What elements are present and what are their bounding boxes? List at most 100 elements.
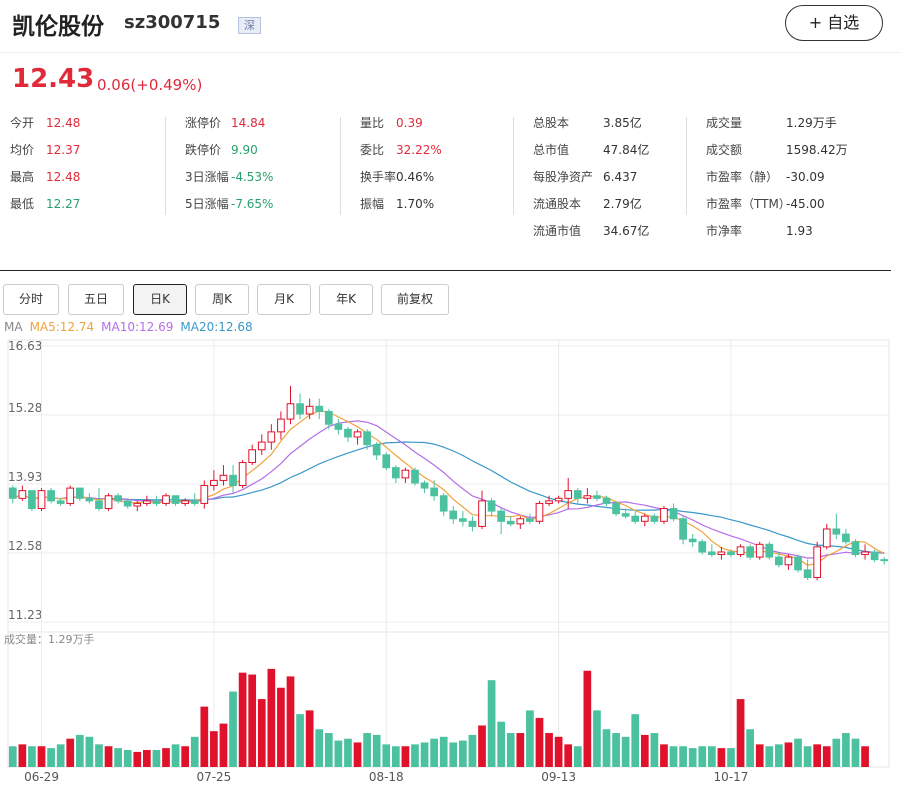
quote-stats-panel: 今开 12.48 均价 12.37 最高 12.48 最低 12.27 涨停价 14.84 跌停价 9… bbox=[0, 113, 901, 263]
ma20-value: MA20:12.68 bbox=[180, 320, 253, 334]
candle-body bbox=[516, 518, 525, 525]
candle-body bbox=[468, 520, 477, 527]
candle-body bbox=[727, 551, 735, 556]
tab-period[interactable]: 周K bbox=[195, 284, 249, 315]
candle-body bbox=[18, 490, 27, 499]
stat-item: 振幅 1.70% bbox=[360, 194, 434, 214]
volume-bar bbox=[104, 746, 113, 767]
candle-body bbox=[612, 502, 620, 515]
stat-value: 34.67亿 bbox=[603, 224, 650, 238]
y-tick-label: 12.58 bbox=[8, 539, 42, 553]
volume-bar bbox=[631, 714, 640, 767]
volume-bar bbox=[688, 748, 697, 767]
volume-bar bbox=[315, 729, 324, 767]
stat-item: 委比 32.22% bbox=[360, 140, 442, 160]
volume-bar bbox=[487, 680, 496, 767]
candle-body bbox=[47, 490, 55, 502]
volume-bar bbox=[114, 748, 122, 767]
candle-body bbox=[420, 482, 429, 489]
volume-bar bbox=[133, 751, 142, 767]
candle-body bbox=[583, 495, 592, 499]
candle-body bbox=[851, 541, 860, 556]
volume-bar bbox=[459, 740, 467, 767]
stat-label: 每股净资产 bbox=[533, 170, 594, 184]
candle-body bbox=[803, 569, 812, 579]
stat-value: 47.84亿 bbox=[603, 143, 650, 157]
volume-bar bbox=[200, 706, 209, 767]
candle-body bbox=[449, 510, 458, 520]
x-tick-label: 09-13 bbox=[541, 770, 576, 784]
tab-period[interactable]: 月K bbox=[257, 284, 311, 315]
candle-body bbox=[171, 495, 180, 504]
stat-value: -4.53% bbox=[231, 170, 274, 184]
stat-item: 总股本 3.85亿 bbox=[533, 113, 642, 133]
stat-value: 12.37 bbox=[46, 143, 81, 157]
volume-bar bbox=[526, 710, 534, 767]
volume-bar bbox=[324, 733, 333, 767]
tab-period[interactable]: 五日 bbox=[68, 284, 124, 315]
stat-label: 总市值 bbox=[533, 143, 570, 157]
candle-body bbox=[755, 543, 764, 558]
volume-bar bbox=[516, 733, 525, 767]
stat-item: 5日涨幅 -7.65% bbox=[185, 194, 273, 214]
stat-label: 最高 bbox=[10, 170, 35, 184]
volume-bar bbox=[85, 736, 94, 767]
candle-body bbox=[564, 490, 573, 499]
volume-bar bbox=[573, 746, 582, 767]
stat-label: 市盈率（TTM） bbox=[706, 197, 791, 211]
candle-body bbox=[707, 551, 716, 556]
volume-bar bbox=[564, 744, 573, 767]
tab-period[interactable]: 年K bbox=[319, 284, 373, 315]
stat-label: 总股本 bbox=[533, 116, 570, 130]
stat-value: 1598.42万 bbox=[786, 143, 848, 157]
candle-body bbox=[344, 428, 352, 438]
volume-bar bbox=[401, 746, 410, 767]
candle-body bbox=[143, 500, 151, 504]
candle-body bbox=[133, 502, 142, 507]
candle-body bbox=[813, 546, 822, 579]
volume-bar bbox=[334, 740, 343, 767]
stat-label: 流通市值 bbox=[533, 224, 582, 238]
volume-bar bbox=[822, 746, 831, 767]
stat-label: 成交额 bbox=[706, 143, 743, 157]
volume-bar bbox=[583, 670, 592, 767]
candle-body bbox=[775, 556, 783, 566]
candle-body bbox=[794, 556, 802, 571]
volume-bar bbox=[305, 710, 314, 767]
stat-item: 最高 12.48 bbox=[10, 167, 80, 187]
x-tick-label: 06-29 bbox=[24, 770, 59, 784]
volume-bar bbox=[593, 710, 601, 767]
candle-body bbox=[152, 500, 161, 504]
stat-value: 32.22% bbox=[396, 143, 442, 157]
stat-label: 跌停价 bbox=[185, 143, 222, 157]
tab-period[interactable]: 分时 bbox=[3, 284, 59, 315]
stat-value: 14.84 bbox=[231, 116, 266, 130]
candle-body bbox=[363, 431, 371, 446]
volume-bar bbox=[717, 748, 726, 767]
stat-item: 跌停价 9.90 bbox=[185, 140, 258, 160]
section-divider bbox=[0, 270, 891, 271]
volume-bar bbox=[545, 733, 553, 767]
candle-body bbox=[650, 515, 659, 522]
volume-bar bbox=[190, 736, 199, 767]
candle-body bbox=[430, 487, 438, 497]
candle-body bbox=[679, 518, 687, 540]
stat-item: 成交额 1598.42万 bbox=[706, 140, 848, 160]
ma-legend: MA MA5:12.74 MA10:12.69 MA20:12.68 bbox=[4, 320, 260, 334]
candle-body bbox=[219, 474, 228, 481]
tab-period[interactable]: 前复权 bbox=[381, 284, 449, 315]
volume-bar bbox=[8, 746, 17, 767]
candle-body bbox=[506, 520, 515, 525]
volume-bar bbox=[219, 723, 228, 767]
candle-body bbox=[832, 528, 841, 535]
tab-period[interactable]: 日K bbox=[133, 284, 187, 315]
volume-bar bbox=[775, 744, 783, 767]
stat-value: 9.90 bbox=[231, 143, 258, 157]
add-watchlist-button[interactable]: + 自选 bbox=[785, 5, 883, 41]
stat-value: 1.93 bbox=[786, 224, 813, 238]
stat-item: 流通市值 34.67亿 bbox=[533, 221, 649, 241]
stat-item: 换手率0.46% bbox=[360, 167, 434, 187]
volume-bar bbox=[257, 699, 266, 767]
volume-bar bbox=[535, 717, 544, 767]
volume-bar bbox=[210, 731, 218, 767]
